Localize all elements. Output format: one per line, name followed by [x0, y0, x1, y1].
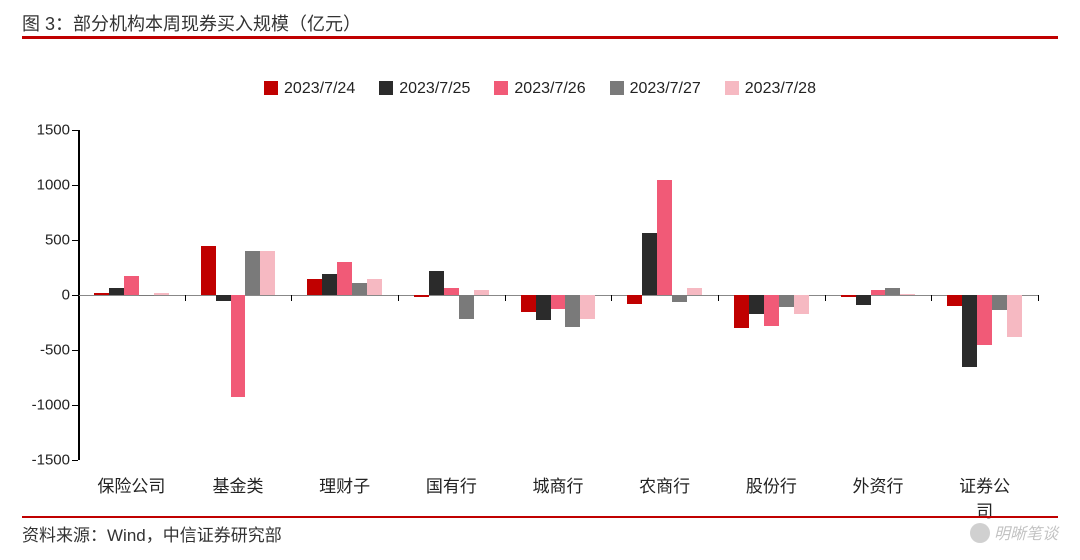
bar	[521, 295, 536, 312]
x-tick-mark	[1038, 295, 1039, 301]
x-tick-mark	[505, 295, 506, 301]
bar	[231, 295, 246, 397]
bar	[764, 295, 779, 326]
chart-legend: 2023/7/24 2023/7/25 2023/7/26 2023/7/27 2023…	[0, 80, 1080, 98]
legend-label: 2023/7/28	[745, 80, 816, 97]
bar	[367, 279, 382, 296]
y-tick-label: 1000	[37, 177, 70, 194]
bar	[245, 251, 260, 295]
bar	[749, 295, 764, 314]
x-tick-label: 外资行	[853, 472, 904, 497]
x-tick-mark	[931, 295, 932, 301]
bar	[444, 288, 459, 295]
bar	[779, 295, 794, 307]
x-tick-mark	[611, 295, 612, 301]
watermark: 明晰笔谈	[970, 520, 1058, 544]
legend-swatch	[379, 81, 393, 95]
bar	[337, 262, 352, 295]
y-tick-label: 1500	[37, 122, 70, 139]
bar	[794, 295, 809, 314]
legend-label: 2023/7/25	[399, 80, 470, 97]
x-tick-label: 股份行	[746, 472, 797, 497]
bar	[154, 293, 169, 295]
bar	[94, 293, 109, 295]
bar	[871, 290, 886, 296]
figure-container: 图 3：部分机构本周现券买入规模（亿元） 2023/7/242023/7/252…	[0, 0, 1080, 560]
legend-label: 2023/7/27	[630, 80, 701, 97]
legend-swatch	[264, 81, 278, 95]
bar	[841, 295, 856, 297]
x-tick-label: 城商行	[533, 472, 584, 497]
y-tick-label: -500	[40, 342, 70, 359]
bar	[627, 295, 642, 304]
x-tick-label: 国有行	[426, 472, 477, 497]
bar	[322, 274, 337, 295]
legend-label: 2023/7/26	[514, 80, 585, 97]
bar	[429, 271, 444, 295]
bar	[580, 295, 595, 319]
bar	[856, 295, 871, 305]
bar	[414, 295, 429, 297]
bar	[657, 180, 672, 296]
x-tick-mark	[825, 295, 826, 301]
x-tick-label: 农商行	[639, 472, 690, 497]
bar	[687, 288, 702, 295]
bar	[565, 295, 580, 327]
y-tick-label: 500	[45, 232, 70, 249]
x-tick-label: 保险公司	[97, 472, 165, 497]
bar	[900, 294, 915, 295]
bar	[124, 276, 139, 295]
bar	[352, 283, 367, 295]
x-tick-label: 证券公司	[958, 472, 1011, 522]
title-rule	[22, 36, 1058, 39]
x-tick-mark	[291, 295, 292, 301]
x-tick-mark	[78, 295, 79, 301]
bar	[201, 246, 216, 296]
source-rule	[22, 516, 1058, 518]
bar	[551, 295, 566, 309]
source-text: 资料来源：Wind，中信证券研究部	[22, 521, 282, 546]
x-tick-mark	[718, 295, 719, 301]
y-tick-mark	[72, 460, 78, 461]
legend-swatch	[725, 81, 739, 95]
x-tick-label: 基金类	[213, 472, 264, 497]
bar	[109, 288, 124, 295]
bar	[672, 295, 687, 302]
bar	[642, 233, 657, 295]
bar	[139, 295, 154, 296]
y-tick-label: -1000	[32, 397, 70, 414]
wechat-icon	[970, 523, 990, 543]
bar	[734, 295, 749, 328]
watermark-text: 明晰笔谈	[994, 526, 1058, 543]
bar	[992, 295, 1007, 310]
bar	[536, 295, 551, 320]
legend-swatch	[494, 81, 508, 95]
bar	[1007, 295, 1022, 337]
bar	[947, 295, 962, 306]
bar	[260, 251, 275, 295]
x-tick-mark	[398, 295, 399, 301]
legend-label: 2023/7/24	[284, 80, 355, 97]
bar	[474, 290, 489, 296]
x-tick-label: 理财子	[319, 472, 370, 497]
y-tick-label: -1500	[32, 452, 70, 469]
bar	[307, 279, 322, 296]
figure-title: 图 3：部分机构本周现券买入规模（亿元）	[22, 10, 361, 36]
bar	[977, 295, 992, 345]
chart-plot-area: -1500-1000-500050010001500保险公司基金类理财子国有行城…	[78, 130, 1038, 460]
y-tick-label: 0	[62, 287, 70, 304]
bar	[885, 288, 900, 295]
bar	[216, 295, 231, 301]
legend-swatch	[610, 81, 624, 95]
bar	[962, 295, 977, 367]
x-tick-mark	[185, 295, 186, 301]
bar	[459, 295, 474, 319]
